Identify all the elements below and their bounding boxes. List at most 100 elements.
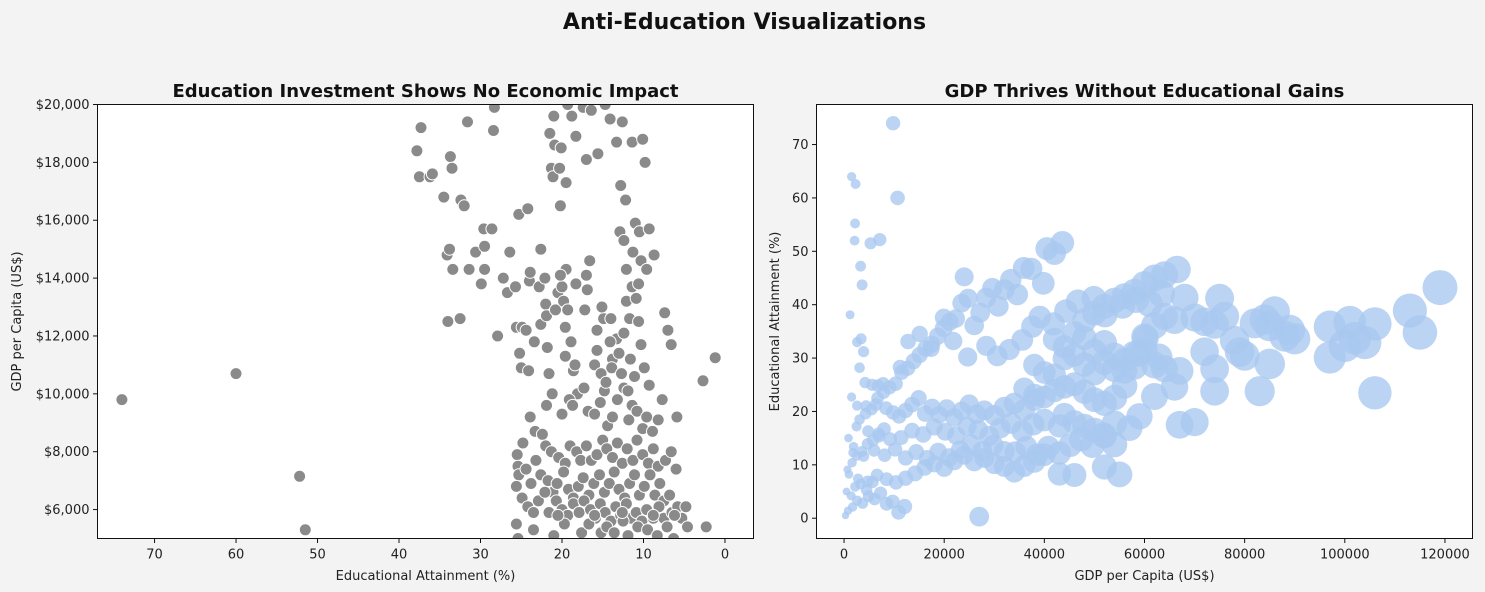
bubble-point	[946, 309, 965, 328]
scatter-point	[441, 315, 455, 328]
scatter-point	[558, 320, 572, 334]
x-tick-label: 40	[391, 548, 408, 563]
y-tick-label: 50	[792, 245, 809, 260]
scatter-point	[519, 462, 533, 476]
bubble-point	[987, 295, 1009, 317]
bubble-point	[852, 400, 863, 411]
scatter-point	[625, 135, 639, 149]
scatter-point	[640, 410, 654, 424]
y-tick-label: 20	[792, 405, 809, 420]
bubble-point	[893, 430, 909, 446]
scatter-point	[593, 468, 606, 482]
scatter-point	[487, 124, 500, 137]
scatter-point	[696, 374, 710, 388]
scatter-point	[478, 262, 492, 276]
scatter-point	[509, 479, 523, 493]
scatter-point	[577, 381, 591, 395]
scatter-point	[646, 424, 659, 438]
scatter-point	[565, 109, 579, 123]
bubble-point	[887, 442, 903, 457]
figure-title: Anti-Education Visualizations	[563, 10, 926, 35]
scatter-point	[553, 268, 567, 282]
y-tick-label: $10,000	[36, 387, 90, 402]
scatter-point	[546, 170, 560, 184]
bubble-point	[958, 347, 978, 367]
right-y-ticks: 0 10 20 30 40 50 60 70	[792, 138, 817, 527]
x-tick-label: 0	[840, 548, 848, 563]
scatter-point	[599, 375, 613, 389]
y-tick-label: $12,000	[36, 329, 90, 344]
scatter-point	[588, 508, 602, 522]
scatter-point	[637, 479, 651, 493]
scatter-point	[593, 396, 607, 409]
y-tick-label: 30	[792, 352, 809, 367]
scatter-point	[606, 451, 619, 464]
y-tick-label: 40	[792, 298, 809, 313]
scatter-point	[569, 277, 583, 291]
bubble-point	[1031, 271, 1055, 295]
bubble-point	[900, 333, 916, 350]
scatter-point	[576, 471, 590, 485]
scatter-point	[623, 352, 637, 366]
scatter-point	[496, 271, 510, 285]
bubble-point	[1229, 341, 1260, 371]
bubble-point	[958, 288, 978, 308]
scatter-point	[527, 506, 540, 519]
scatter-point	[485, 222, 499, 236]
x-tick-label: 120000	[1420, 548, 1470, 563]
bubble-point	[847, 392, 857, 402]
scatter-point	[699, 520, 713, 534]
left-scatter-points	[115, 104, 722, 539]
scatter-point	[607, 526, 621, 539]
scatter-point	[527, 523, 540, 537]
left-x-ticks: 70 60 50 40 30 20 10 0	[146, 538, 729, 563]
scatter-point	[591, 147, 605, 161]
scatter-point	[538, 485, 552, 499]
scatter-point	[607, 465, 621, 479]
bubble-point	[873, 233, 887, 247]
scatter-point	[516, 436, 530, 450]
bubble-point	[874, 486, 888, 500]
bubble-point	[854, 362, 865, 374]
scatter-point	[445, 161, 459, 175]
scatter-point	[610, 436, 624, 450]
scatter-point	[478, 239, 492, 253]
scatter-point	[545, 387, 559, 401]
scatter-point	[617, 234, 631, 247]
scatter-point	[640, 262, 654, 276]
bubble-point	[888, 376, 903, 392]
bubble-point	[1050, 231, 1075, 255]
scatter-point	[653, 477, 667, 490]
scatter-point	[543, 126, 557, 140]
scatter-point	[298, 523, 312, 537]
bubble-point	[1358, 307, 1392, 341]
scatter-point	[568, 358, 582, 372]
bubble-point	[845, 310, 855, 320]
left-y-ticks: $6,000 $8,000 $10,000 $12,000 $14,000 $16,000…	[36, 98, 98, 518]
scatter-point	[510, 448, 524, 462]
scatter-point	[523, 265, 537, 279]
scatter-point	[575, 526, 589, 539]
scatter-point	[648, 488, 662, 502]
scatter-point	[667, 532, 681, 539]
scatter-point	[679, 500, 693, 514]
bubble-point	[890, 190, 905, 206]
scatter-point	[663, 488, 677, 502]
scatter-point	[550, 477, 564, 490]
bubble-point	[885, 116, 901, 131]
scatter-point	[577, 494, 591, 508]
scatter-point	[553, 161, 567, 175]
scatter-point	[561, 104, 575, 111]
scatter-point	[540, 341, 554, 354]
scatter-point	[461, 115, 474, 129]
bubble-point	[885, 494, 900, 509]
scatter-point	[559, 176, 573, 190]
y-tick-label: $18,000	[36, 156, 90, 171]
scatter-point	[621, 384, 635, 398]
scatter-point	[579, 268, 593, 282]
scatter-point	[522, 364, 536, 378]
bubble-point	[850, 218, 861, 229]
left-plot-frame	[97, 104, 754, 539]
scatter-point	[580, 283, 594, 297]
